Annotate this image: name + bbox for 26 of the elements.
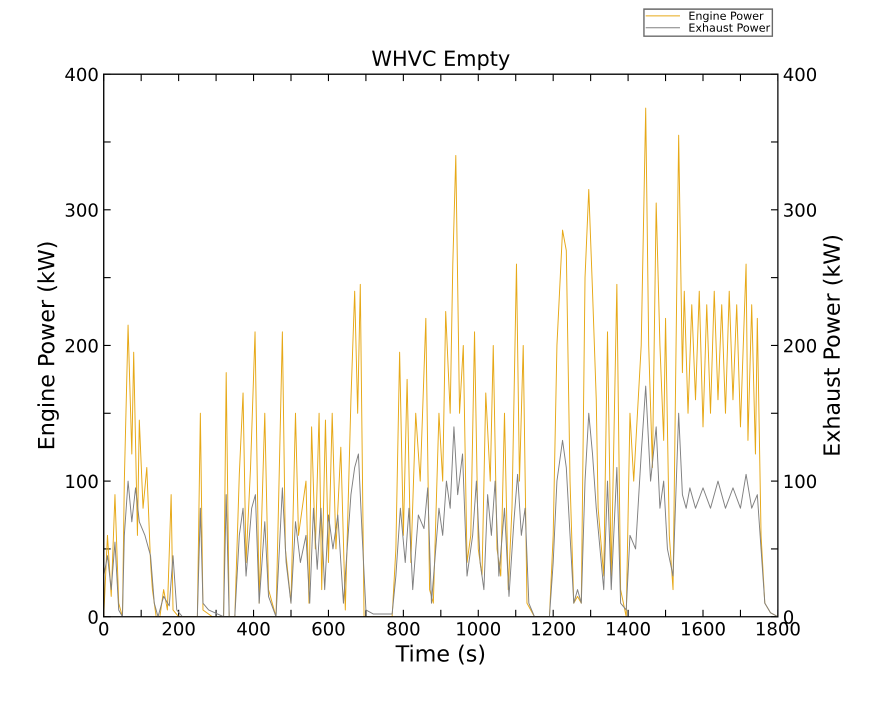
y2-axis-title: Exhaust Power (kW) — [822, 236, 843, 455]
x-tick-label: 400 — [237, 622, 270, 636]
y-tick-label: 200 — [66, 338, 98, 353]
y2-tick-label: 300 — [784, 203, 816, 217]
y-tick-label: 0 — [88, 610, 98, 624]
x-tick-label: 1600 — [682, 622, 725, 636]
x-tick-label: 800 — [387, 622, 420, 636]
chart-title: WHVC Empty — [372, 50, 510, 70]
x-axis-title: Time (s) — [396, 644, 484, 664]
y-tick-label: 300 — [66, 203, 98, 217]
y2-tick-label: 200 — [784, 338, 816, 353]
x-tick-label: 200 — [162, 622, 195, 636]
y2-tick-label: 100 — [784, 474, 816, 488]
x-tick-label: 600 — [312, 622, 344, 636]
y-tick-label: 100 — [66, 474, 98, 488]
x-tick-label: 1800 — [756, 622, 800, 636]
legend-label: Exhaust Power — [689, 23, 770, 32]
x-tick-label: 1400 — [607, 622, 650, 636]
legend-label: Engine Power — [689, 11, 764, 22]
y2-tick-label: 0 — [784, 610, 794, 624]
x-tick-label: 1000 — [457, 622, 500, 636]
y2-tick-label: 400 — [784, 68, 816, 82]
x-tick-label: 0 — [99, 622, 108, 636]
y-axis-title: Engine Power (kW) — [37, 242, 59, 448]
y-tick-label: 400 — [65, 68, 98, 82]
x-tick-label: 1200 — [532, 622, 575, 636]
